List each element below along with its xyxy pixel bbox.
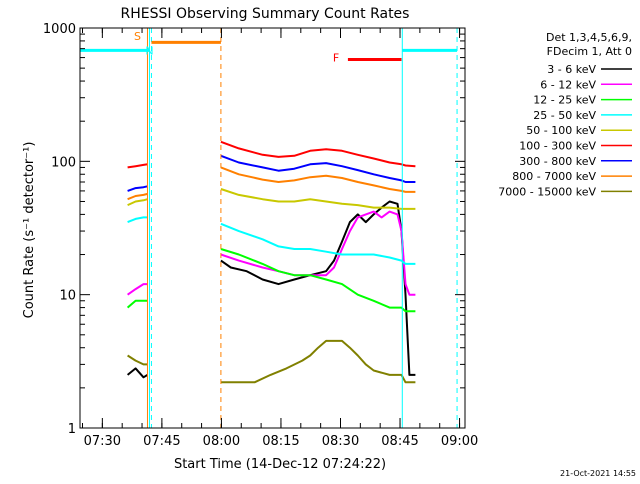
x-tick-label-5: 08:45 — [381, 434, 418, 449]
series-line-4-seg-0 — [127, 198, 148, 207]
series-line-5-seg-1 — [220, 140, 416, 168]
plot-data — [126, 140, 416, 384]
legend-label-0: 3 - 6 keV — [547, 63, 596, 76]
legend-label-5: 100 - 300 keV — [519, 140, 596, 153]
series-line-0-seg-0 — [126, 367, 149, 379]
legend-label-4: 50 - 100 keV — [526, 124, 596, 137]
series-line-8-seg-1 — [220, 339, 416, 384]
legend-label-2: 12 - 25 keV — [533, 94, 596, 107]
x-tick-label-3: 08:15 — [262, 434, 299, 449]
series-line-6-seg-1 — [220, 154, 416, 183]
legend-label-1: 6 - 12 keV — [540, 78, 596, 91]
series-line-3-seg-1 — [220, 222, 416, 265]
series-line-1-seg-1 — [220, 210, 416, 296]
x-tick-label-1: 07:45 — [143, 434, 180, 449]
plot-frame — [79, 27, 466, 429]
y-axis-label: Count Rate (s⁻¹ detector⁻¹) — [22, 142, 37, 319]
legend-header-line-2: FDecim 1, Att 0 — [547, 45, 632, 58]
series-line-3-seg-0 — [127, 216, 148, 224]
x-axis-label: Start Time (14-Dec-12 07:24:22) — [174, 457, 386, 472]
legend-label-6: 300 - 800 keV — [519, 155, 596, 168]
series-line-6-seg-0 — [127, 185, 148, 192]
x-tick-label-0: 07:30 — [84, 434, 121, 449]
legend-label-7: 800 - 7000 keV — [512, 170, 596, 183]
annotation-f: F — [333, 52, 339, 65]
x-tick-label-6: 09:00 — [441, 434, 478, 449]
axis-ticks: 07:30 07:45 08:00 08:15 08:30 08:45 09:00 1 10 10… — [43, 22, 478, 449]
legend-header-line-1: Det 1,3,4,5,6,9, — [546, 31, 632, 44]
series-line-7-seg-0 — [127, 192, 148, 201]
series-line-4-seg-1 — [220, 188, 416, 210]
legend: Det 1,3,4,5,6,9, FDecim 1, Att 0 3 - 6 k… — [498, 31, 632, 198]
y-tick-label-3: 1000 — [43, 22, 76, 37]
y-tick-label-0: 1 — [68, 422, 76, 437]
series-line-5-seg-0 — [127, 163, 148, 169]
x-tick-label-4: 08:30 — [322, 434, 359, 449]
plot-annotations: SN F — [80, 28, 458, 428]
series-line-7-seg-1 — [220, 166, 416, 193]
y-tick-label-2: 100 — [51, 155, 76, 170]
series-line-1-seg-0 — [127, 283, 148, 296]
legend-label-3: 25 - 50 keV — [533, 109, 596, 122]
annotation-n: N — [145, 44, 153, 57]
annotation-s: S — [134, 30, 141, 43]
legend-label-8: 7000 - 15000 keV — [498, 185, 596, 198]
y-tick-label-1: 10 — [59, 289, 76, 304]
footer-date: 21-Oct-2021 14:55 — [560, 469, 636, 478]
series-line-2-seg-0 — [126, 299, 148, 309]
series-line-8-seg-0 — [127, 354, 148, 366]
x-tick-label-2: 08:00 — [203, 434, 240, 449]
chart-title: RHESSI Observing Summary Count Rates — [121, 6, 410, 22]
series-line-2-seg-1 — [220, 248, 416, 313]
